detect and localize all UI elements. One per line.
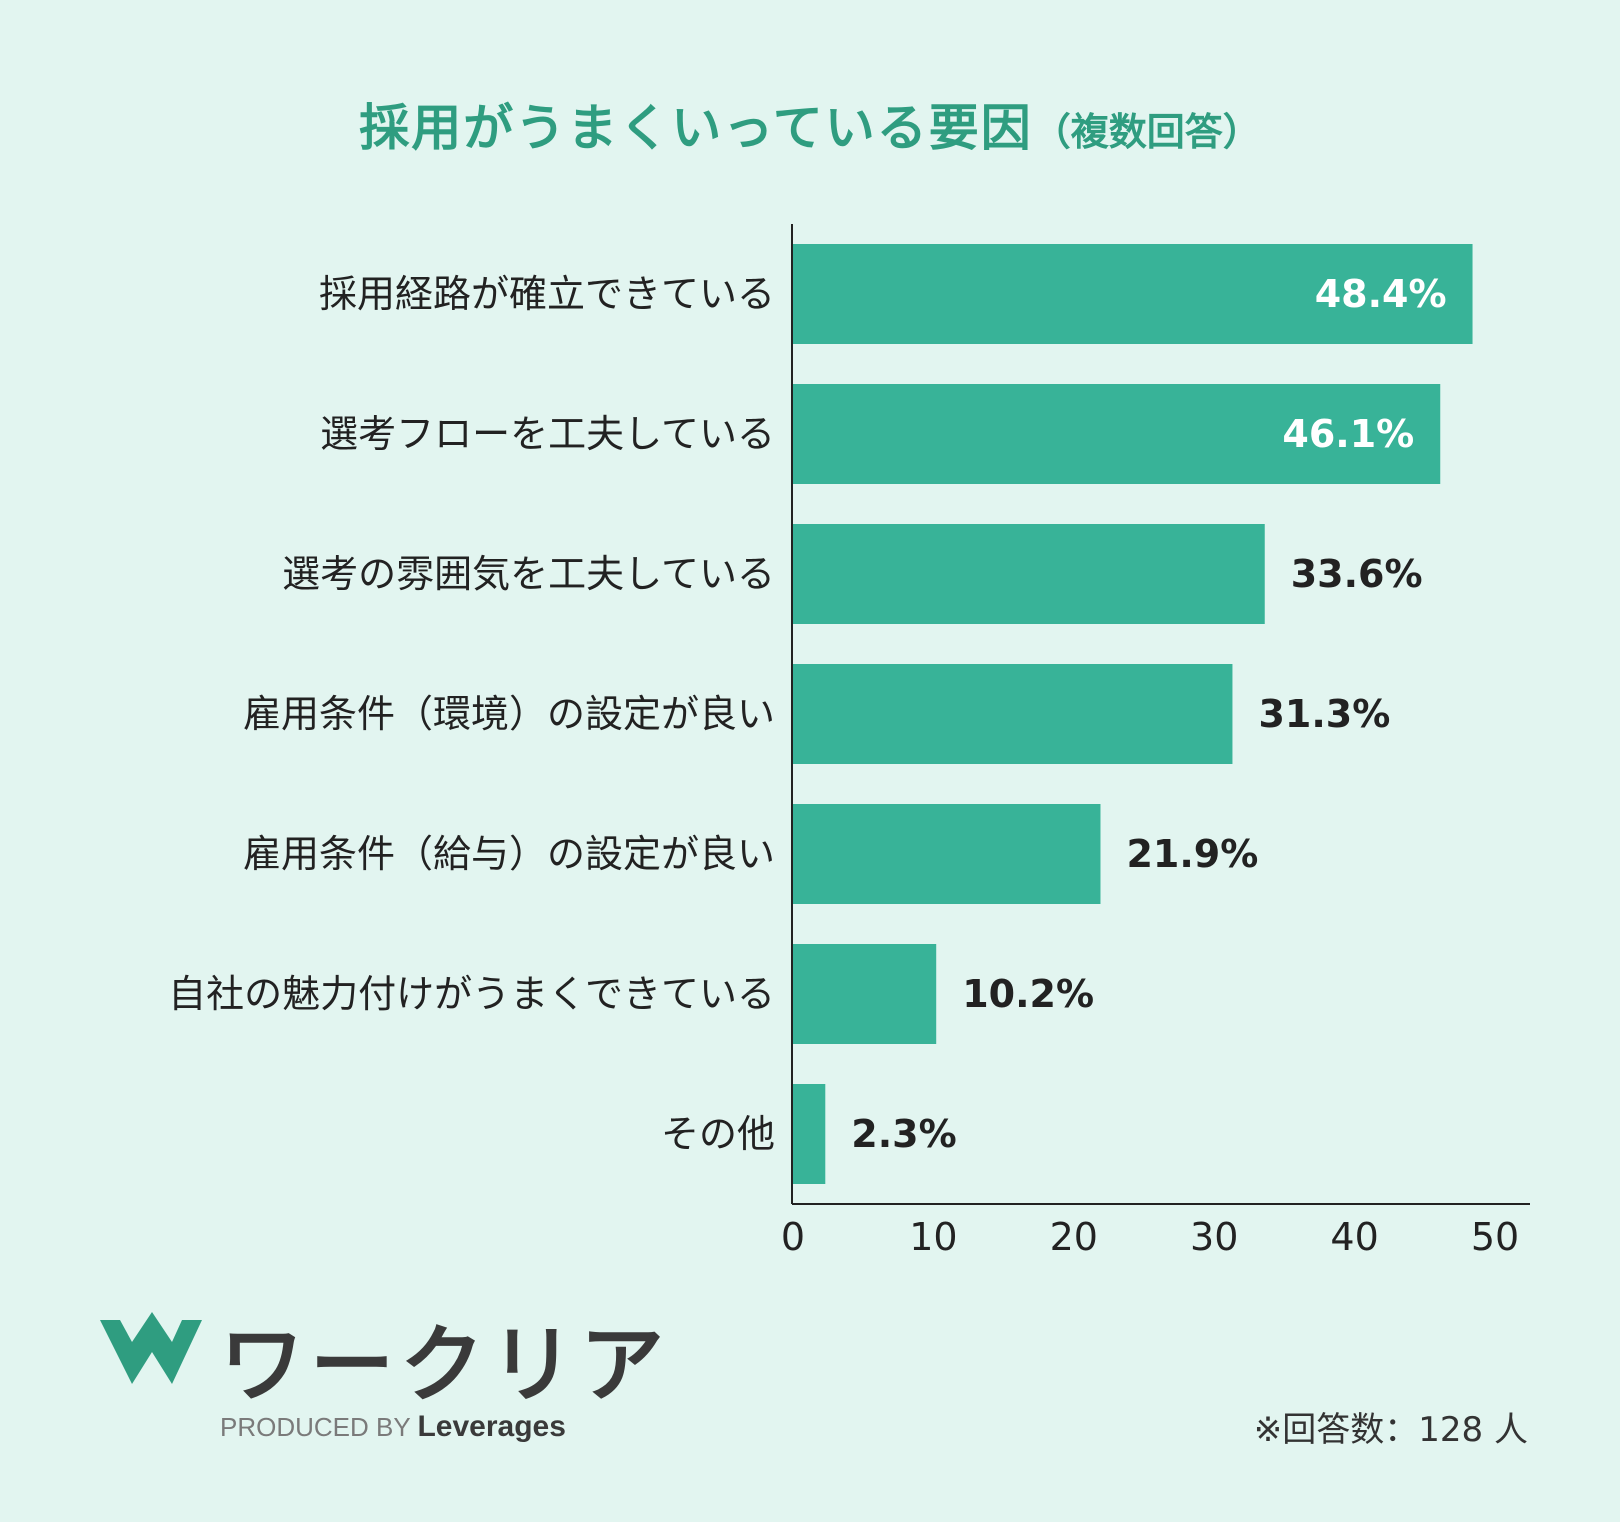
produced-by-label: PRODUCED BY [220,1412,411,1442]
workclear-logo-mark-icon [100,1312,202,1384]
value-label: 46.1% [1282,412,1414,456]
chart-title: 採用がうまくいっている要因（複数回答） [0,88,1620,160]
x-tick-label: 20 [1050,1215,1098,1259]
workclear-logo: ワークリア PRODUCED BY Leverages [96,1312,664,1444]
category-label: 自社の魅力付けがうまくできている [168,972,775,1016]
category-label: 採用経路が確立できている [319,272,775,316]
category-label: 選考フローを工夫している [320,412,775,456]
bar [793,664,1233,764]
value-label: 31.3% [1258,692,1390,736]
x-tick-label: 0 [781,1215,805,1259]
bar [793,384,1441,484]
bar [793,804,1101,904]
category-label: 雇用条件（環境）の設定が良い [243,692,775,736]
logo-wordmark: ワークリア [220,1316,671,1414]
x-tick-label: 30 [1190,1215,1238,1259]
brand-name: Leverages [417,1410,566,1443]
bar [793,1084,826,1184]
title-sub: （複数回答） [1032,110,1261,154]
value-label: 48.4% [1315,272,1447,316]
value-label: 33.6% [1291,552,1423,596]
title-main: 採用がうまくいっている要因 [359,99,1033,157]
bar [793,944,937,1044]
value-label: 10.2% [962,972,1094,1016]
bar [793,524,1265,624]
value-label: 21.9% [1126,832,1258,876]
respondent-note: ※回答数：128 人 [1253,1410,1528,1450]
value-label: 2.3% [851,1112,956,1156]
x-tick-label: 50 [1471,1215,1519,1259]
category-label: 雇用条件（給与）の設定が良い [243,832,775,876]
bar [793,244,1473,344]
category-label: その他 [661,1112,775,1156]
x-tick-label: 40 [1330,1215,1378,1259]
produced-by: PRODUCED BY Leverages [220,1410,566,1444]
category-label: 選考の雰囲気を工夫している [282,552,775,596]
x-tick-label: 10 [909,1215,957,1259]
